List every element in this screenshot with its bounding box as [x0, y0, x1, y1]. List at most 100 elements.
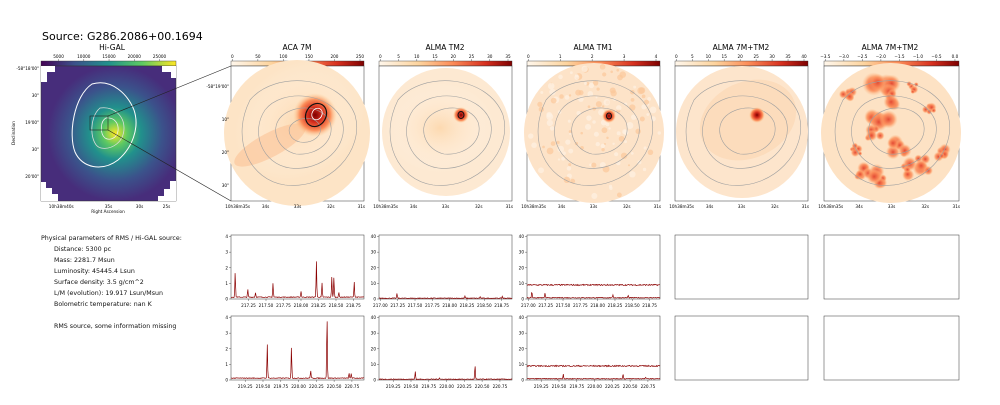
spectrum-tm1-high-frame — [526, 315, 661, 381]
noise-speckle — [569, 71, 573, 75]
noise-speckle — [599, 64, 606, 70]
tm1-panel-title: ALMA TM1 — [573, 43, 612, 52]
spectrum-log-high-frame — [823, 315, 960, 381]
spectrum-line — [378, 366, 513, 381]
higal-y-ticks: -58°18'00" 30" 19'00" 30" 20'00" — [16, 66, 39, 179]
emission-clump — [844, 91, 855, 102]
noise-speckle — [608, 184, 613, 188]
x-tick-label: 220.75 — [345, 384, 360, 389]
emission-clump — [915, 159, 928, 172]
ra-tick-label: 32s — [623, 204, 631, 209]
x-tick-label: 220.50 — [327, 384, 342, 389]
noise-speckle — [617, 74, 623, 81]
noise-speckle — [567, 119, 571, 123]
ra-tick-label: 34s — [558, 204, 566, 209]
aca7m-peak — [293, 93, 337, 137]
x-tick-label: 218.50 — [625, 303, 640, 308]
x-tick-label: 218.00 — [294, 303, 309, 308]
ra-tick-label: 34s — [262, 204, 270, 209]
ra-tick-label: 10h38m35s — [521, 204, 546, 209]
tm1-noise-bg — [524, 63, 664, 203]
emission-clump — [903, 169, 913, 179]
x-tick-label: 218.25 — [608, 303, 623, 308]
tm1-peak — [602, 109, 616, 123]
y-tick-label: 3 — [225, 331, 228, 336]
x-tick-label: 218.75 — [346, 303, 361, 308]
ra-tick-label: 33s — [590, 204, 598, 209]
parameter-bolometric-temperature: Bolometric temperature: nan K — [54, 301, 152, 308]
spectrum-line-upper — [526, 283, 661, 287]
colorbar-tick-label: 5 — [397, 54, 400, 59]
ra-tick-label: 30s — [136, 204, 144, 209]
dec-tick-label: -58°19'00" — [206, 84, 229, 89]
noise-speckle — [546, 119, 554, 127]
tm2-7m-peak — [749, 107, 765, 123]
ra-tick-label: 25s — [163, 204, 171, 209]
noise-speckle — [568, 148, 574, 154]
noise-speckle — [601, 127, 608, 134]
noise-speckle — [649, 106, 657, 114]
emission-clump — [865, 129, 878, 142]
aca7m-panel: ACA 7M 0 50 100 150 200 250 -58°19'00" 10" 20" 3… — [206, 43, 370, 209]
spectrum-log-low-frame — [823, 234, 960, 300]
y-tick-label: 40 — [371, 234, 377, 239]
spectrum-tm2-7m-low-frame — [674, 234, 809, 300]
noise-speckle — [637, 87, 645, 95]
noise-speckle — [595, 141, 600, 147]
noise-speckle — [626, 122, 634, 129]
colorbar-tick-label: −1.5 — [894, 54, 905, 59]
noise-speckle — [612, 142, 615, 146]
x-tick-label: 217.50 — [556, 303, 571, 308]
noise-speckle — [556, 140, 560, 145]
tm1-contours — [537, 80, 653, 186]
colorbar-tick-label: 0 — [527, 54, 530, 59]
spectrum-line — [230, 321, 365, 380]
noise-speckle — [616, 192, 622, 198]
rms-note: RMS source, some information missing — [54, 323, 177, 330]
colorbar-tick-label: −2.5 — [857, 54, 868, 59]
parameter-surface-density: Surface density: 3.5 g/cm^2 — [54, 279, 144, 286]
spectrum-line — [526, 291, 661, 299]
tm2-7m-colorbar — [674, 60, 809, 67]
y-tick-label: 30 — [519, 331, 525, 336]
noise-speckle — [592, 120, 596, 124]
noise-speckle — [591, 162, 597, 168]
y-tick-label: 30 — [519, 250, 525, 255]
spectrum-aca7m-low-frame — [230, 234, 365, 300]
x-tick-label: 219.50 — [256, 384, 271, 389]
noise-speckle — [622, 129, 628, 135]
x-tick-label: 219.75 — [273, 384, 288, 389]
colorbar-tick-label: 30 — [487, 54, 493, 59]
x-tick-label: 217.50 — [259, 303, 274, 308]
colorbar-tick-label: −3.5 — [820, 54, 831, 59]
aca7m-extension — [234, 123, 306, 167]
y-tick-label: 0 — [521, 378, 524, 383]
emission-clump — [883, 94, 899, 110]
figure-title: Source: G286.2086+00.1694 — [42, 30, 203, 43]
dec-tick-label: 30" — [32, 147, 39, 152]
y-tick-label: 2 — [225, 346, 228, 351]
colorbar-tick-label: 20 — [451, 54, 457, 59]
x-tick-label: 219.25 — [534, 384, 549, 389]
noise-speckle — [537, 101, 543, 107]
noise-speckle — [620, 152, 628, 159]
source-parameters: Physical parameters of RMS / Hi-GAL sour… — [41, 233, 182, 332]
noise-speckle — [559, 94, 564, 99]
aca7m-core-contour-inner — [311, 107, 323, 121]
colorbar-tick-label: 35 — [505, 54, 511, 59]
spectrum-aca7m_spw_low: 0 1 2 3 4 217.25 217.50 217.75 218.00 218.25 218.5… — [225, 234, 365, 308]
colorbar-tick-label: 150 — [305, 54, 313, 59]
x-tick-label: 220.75 — [493, 384, 508, 389]
x-tick-label: 217.75 — [573, 303, 588, 308]
noise-speckle — [630, 151, 634, 155]
noise-speckle — [624, 140, 628, 144]
ra-tick-label: 10h38m35s — [669, 204, 694, 209]
x-tick-label: 218.00 — [442, 303, 457, 308]
colorbar-tick-label: 40 — [801, 54, 807, 59]
colorbar-tick-label: 25 — [469, 54, 475, 59]
spectrum-tm2-7m-high-frame — [674, 315, 809, 381]
higal-panel-title: Hi-GAL — [99, 43, 126, 52]
tm2-core-contour — [457, 111, 465, 119]
higal-colorbar-ticks: 5000 10000 15000 20000 25000 — [53, 54, 167, 61]
